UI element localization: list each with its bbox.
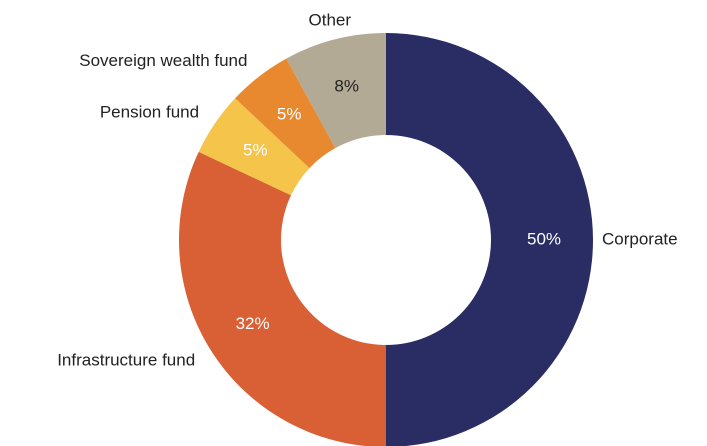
category-label: Infrastructure fund bbox=[57, 351, 195, 370]
donut-slice bbox=[286, 33, 386, 148]
donut-slice bbox=[386, 33, 593, 446]
category-label: Sovereign wealth fund bbox=[79, 51, 247, 70]
value-label: 50% bbox=[527, 229, 561, 248]
donut-slice bbox=[198, 98, 310, 196]
donut-slice bbox=[235, 58, 336, 169]
value-label: 5% bbox=[277, 105, 302, 124]
category-label: Corporate bbox=[602, 229, 678, 248]
value-label: 8% bbox=[334, 76, 359, 95]
donut-slice bbox=[179, 151, 386, 446]
category-label: Pension fund bbox=[100, 102, 199, 121]
value-label: 32% bbox=[236, 314, 270, 333]
category-label: Other bbox=[309, 11, 352, 30]
value-label: 5% bbox=[243, 141, 268, 160]
